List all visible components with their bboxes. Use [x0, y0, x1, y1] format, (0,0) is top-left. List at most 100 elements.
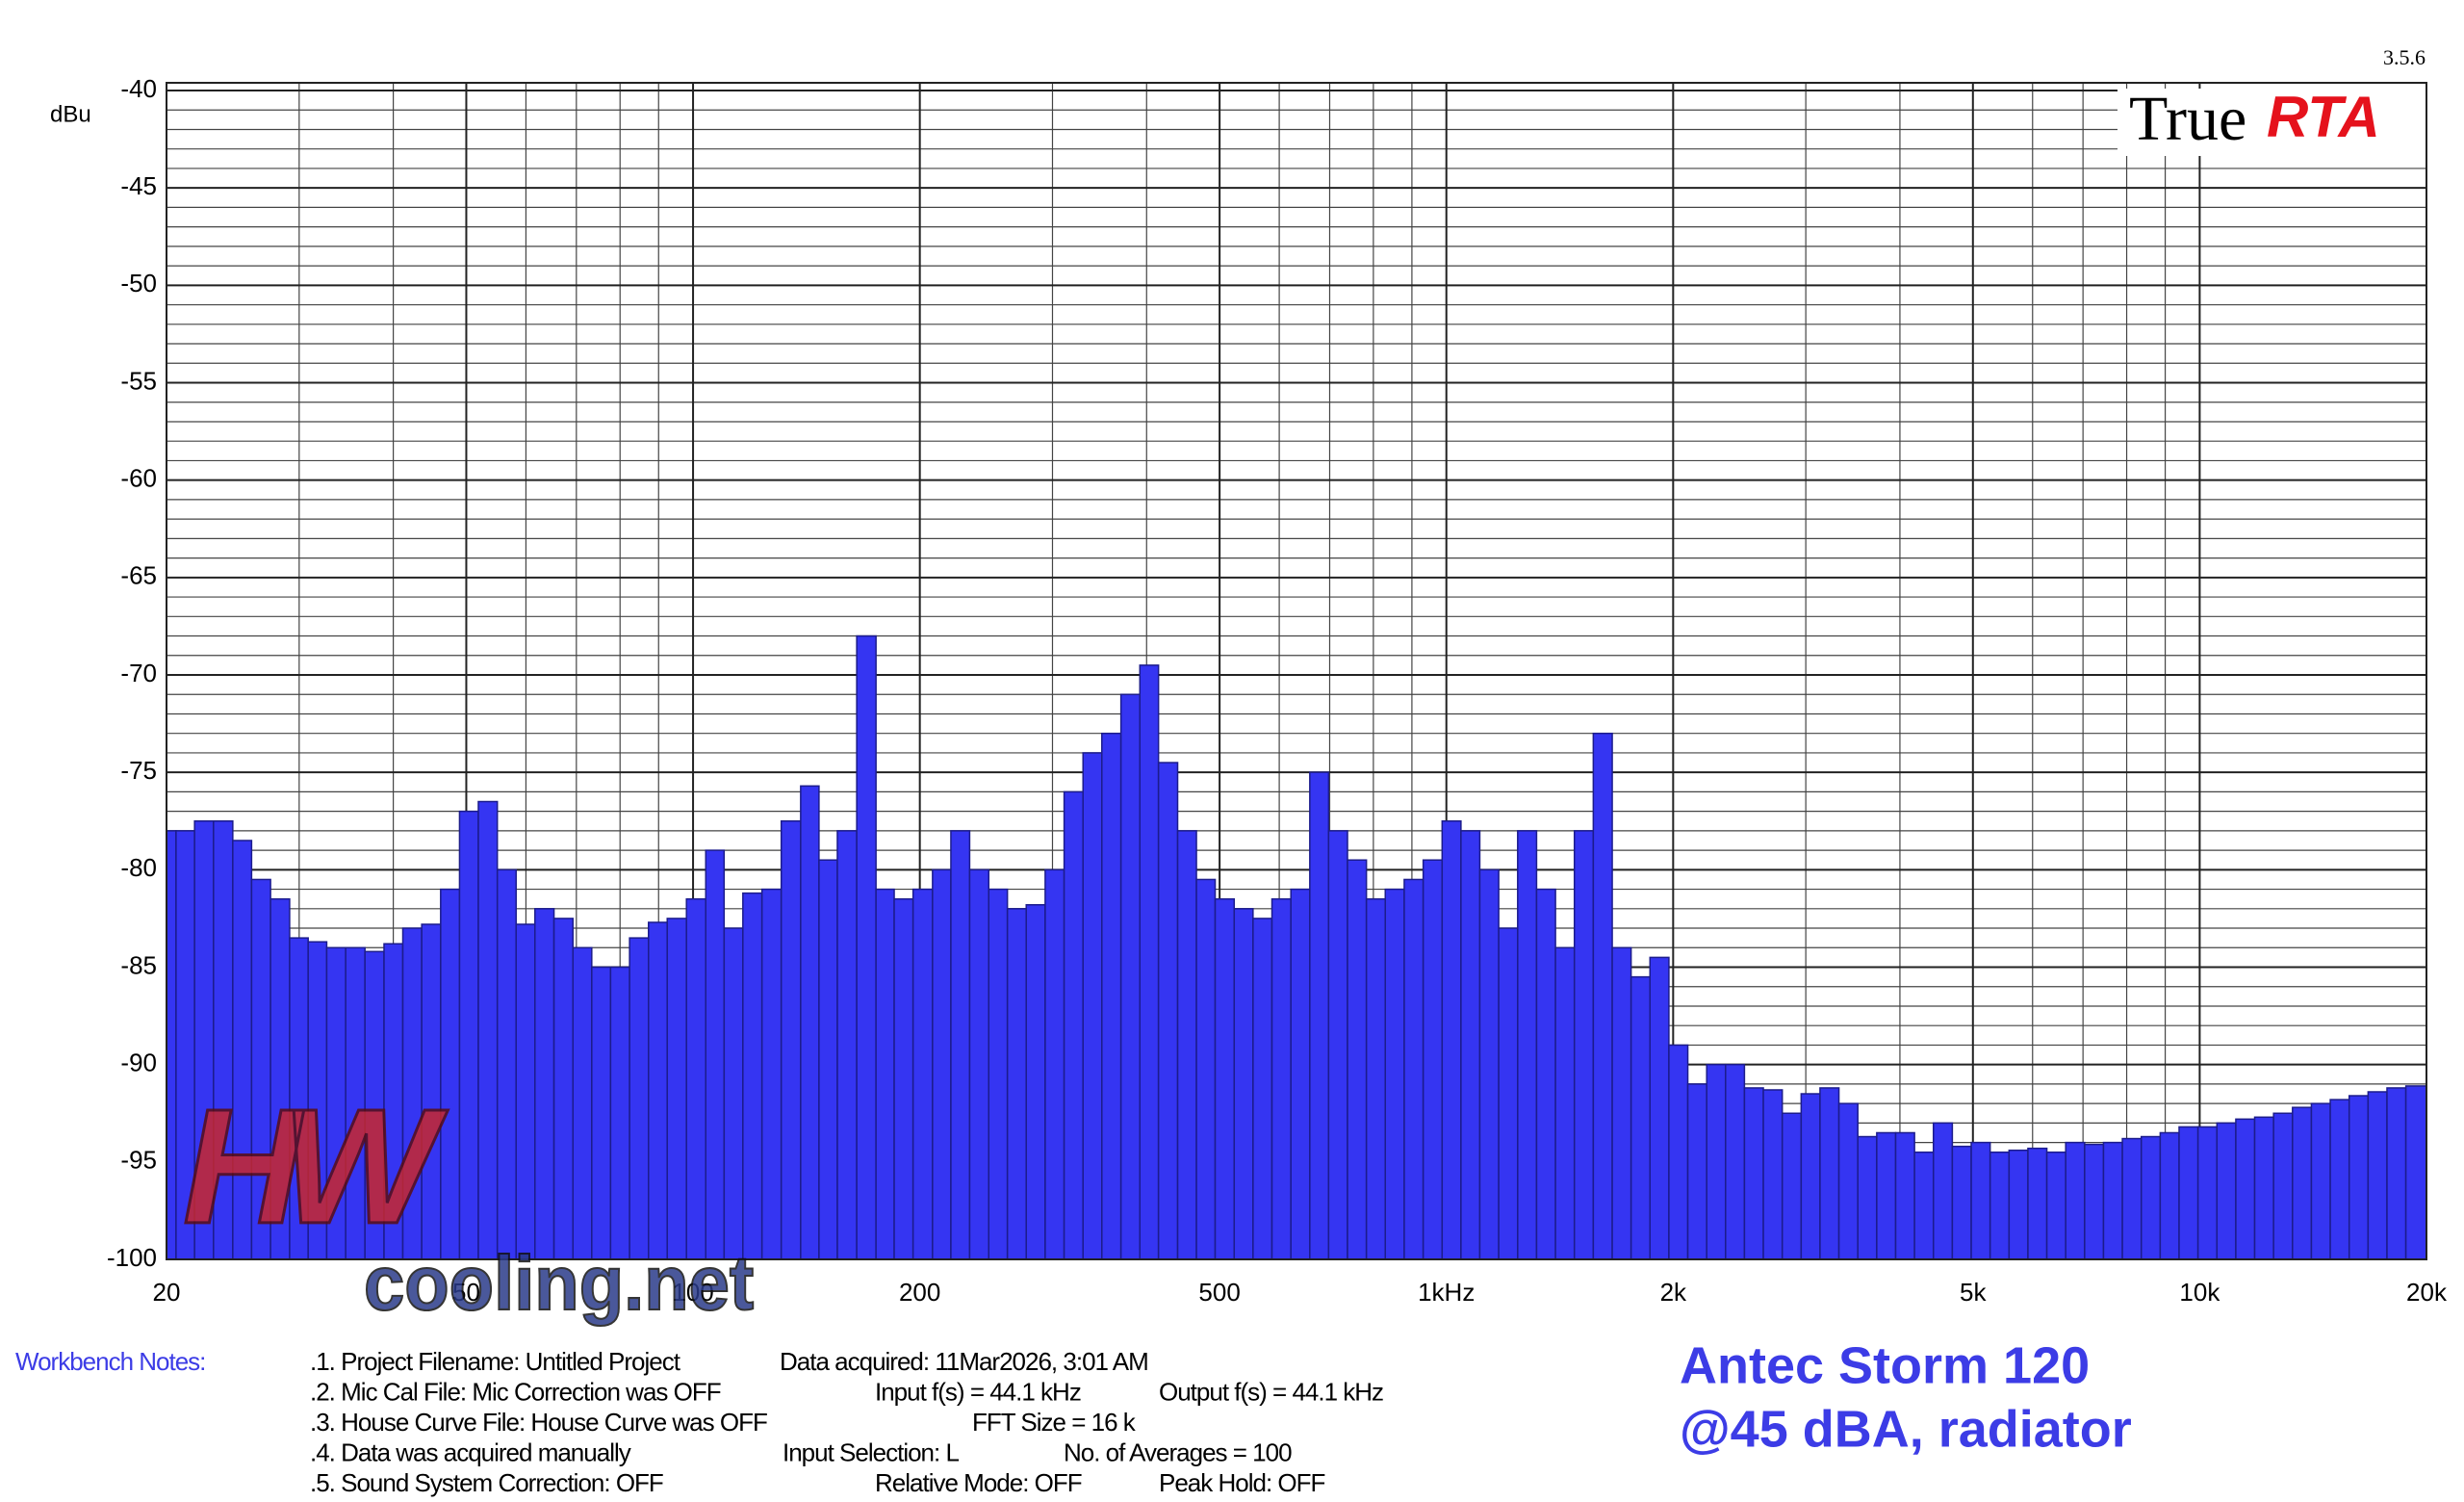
bar — [1233, 908, 1254, 1260]
bar — [1327, 830, 1348, 1260]
bar — [1498, 927, 1519, 1260]
y-axis-label: dBu — [50, 101, 91, 127]
bar — [1668, 1044, 1689, 1260]
bar — [166, 830, 177, 1260]
x-tick-label: 50 — [452, 1278, 480, 1307]
bar — [1403, 878, 1424, 1260]
y-tick-label: -70 — [120, 659, 157, 687]
x-tick-label: 1kHz — [1418, 1278, 1475, 1307]
bar — [988, 888, 1009, 1260]
bar — [1762, 1089, 1784, 1260]
bar — [2045, 1151, 2066, 1260]
note-text: Input f(s) = 44.1 kHz — [875, 1377, 1081, 1406]
bar — [836, 830, 858, 1260]
y-tick-label: -100 — [107, 1243, 157, 1272]
bar — [1857, 1135, 1878, 1260]
bar — [609, 966, 630, 1260]
note-text: .5. Sound System Correction: OFF — [310, 1468, 663, 1497]
bar — [2292, 1106, 2313, 1260]
bar — [1743, 1087, 1764, 1260]
bar — [1290, 888, 1311, 1260]
x-tick-label: 2k — [1660, 1278, 1687, 1307]
grid — [166, 83, 2427, 1260]
note-text: Data acquired: 11Mar2026, 3:01 AM — [780, 1347, 1148, 1376]
y-tick-label: -45 — [120, 171, 157, 200]
watermark-hw: HW — [183, 1075, 449, 1258]
x-tick-label: 10k — [2179, 1278, 2220, 1307]
bar — [1441, 820, 1462, 1260]
bar — [875, 888, 895, 1260]
bar — [893, 897, 914, 1260]
bar — [818, 859, 838, 1260]
bar — [932, 868, 952, 1260]
bar — [1422, 859, 1444, 1260]
bar — [666, 918, 687, 1260]
bar — [1913, 1151, 1935, 1260]
version: 3.5.6 — [2383, 45, 2426, 69]
bar — [705, 849, 726, 1260]
y-tick-label: -65 — [120, 561, 157, 590]
bar — [2121, 1137, 2143, 1260]
bar — [1932, 1122, 1954, 1260]
bar — [2178, 1126, 2199, 1260]
bar — [1800, 1093, 1821, 1260]
bar — [2404, 1085, 2427, 1260]
bar — [1894, 1131, 1915, 1260]
bar — [1101, 732, 1122, 1260]
bar — [1139, 664, 1160, 1260]
bar — [440, 888, 461, 1260]
bar — [2102, 1141, 2123, 1260]
bar — [2310, 1102, 2331, 1260]
bar — [1176, 830, 1197, 1260]
bar — [1044, 868, 1065, 1260]
bar — [1706, 1063, 1727, 1260]
bar — [421, 923, 442, 1260]
bar — [2367, 1091, 2388, 1260]
bar — [911, 888, 934, 1260]
bar — [1347, 859, 1368, 1260]
y-tick-label: -50 — [120, 269, 157, 298]
bar — [2140, 1135, 2162, 1260]
bar — [1478, 868, 1500, 1260]
bar — [780, 820, 802, 1260]
y-tick-label: -90 — [120, 1049, 157, 1077]
bar — [1819, 1087, 1840, 1260]
bar — [2196, 1126, 2219, 1260]
y-tick-label: -60 — [120, 464, 157, 493]
note-text: No. of Averages = 100 — [1064, 1437, 1292, 1466]
bar — [2329, 1099, 2350, 1260]
plot-frame — [166, 82, 2427, 1260]
watermark-site: cooling.net — [364, 1239, 754, 1326]
bar — [1970, 1141, 1991, 1260]
notes-label: Workbench Notes: — [15, 1347, 205, 1376]
bar — [534, 908, 555, 1260]
note-text: Input Selection: L — [783, 1437, 959, 1466]
x-tick-label: 500 — [1198, 1278, 1240, 1307]
bar — [1725, 1063, 1746, 1260]
axes: -40 -45 -50 -55 -60 -65 -70 -75 -80 -85 -90 -95 -100… — [107, 74, 2448, 1307]
bar — [2216, 1122, 2237, 1260]
x-tick-label: 20 — [153, 1278, 181, 1307]
x-tick-label: 20k — [2406, 1278, 2448, 1307]
bar — [1365, 897, 1387, 1260]
bar — [496, 868, 517, 1260]
bar — [685, 897, 707, 1260]
bar — [515, 923, 536, 1260]
chart-subtitle: @45 dBA, radiator — [1680, 1400, 2132, 1458]
bar — [1876, 1131, 1897, 1260]
bar — [2159, 1131, 2180, 1260]
bar — [1006, 908, 1027, 1260]
bar — [591, 966, 612, 1260]
y-tick-label: -80 — [120, 853, 157, 882]
logo-rta: RTA — [2267, 85, 2380, 149]
note-text: .1. Project Filename: Untitled Project — [310, 1347, 681, 1376]
bars — [166, 634, 2427, 1260]
bar — [477, 800, 499, 1260]
bar — [458, 810, 479, 1260]
bar — [1119, 693, 1142, 1260]
bar — [1460, 830, 1481, 1260]
x-tick-label: 5k — [1960, 1278, 1987, 1307]
bar — [1270, 897, 1292, 1260]
bar — [2272, 1112, 2294, 1260]
bar — [1573, 830, 1595, 1260]
